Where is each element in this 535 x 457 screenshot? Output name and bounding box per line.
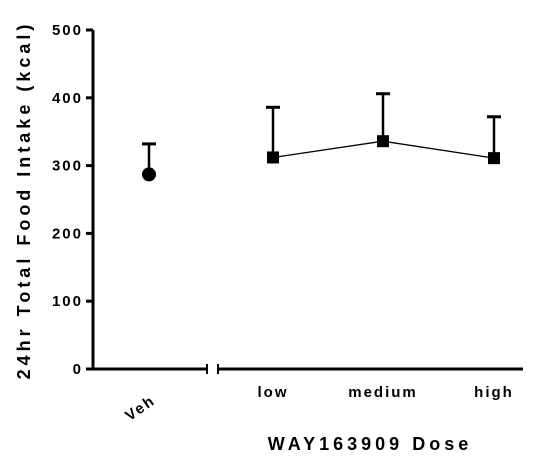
y-tick-label: 100 [52,293,83,310]
y-tick-label: 0 [73,361,83,378]
y-axis-title: 24hr Total Food Intake (kcal) [14,21,34,380]
y-tick-label: 200 [52,225,83,242]
y-tick-label: 500 [52,22,83,39]
y-ticks: 0 100 200 300 400 500 [52,22,93,378]
x-tick-labels: Veh low medium high [122,384,514,425]
data-point-high [488,152,500,165]
x-tick-label-high: high [474,384,514,401]
data-series [142,92,501,182]
x-axis-title: WAY163909 Dose [268,434,472,454]
data-point-Veh [142,167,156,182]
axes [91,30,523,374]
x-tick-label-low: low [258,384,289,401]
y-tick-label: 300 [52,158,83,175]
y-tick-label: 400 [52,90,83,107]
x-tick-label-medium: medium [348,384,418,401]
data-point-medium [377,135,389,148]
data-point-low [267,151,279,164]
x-tick-label-veh: Veh [122,392,159,425]
